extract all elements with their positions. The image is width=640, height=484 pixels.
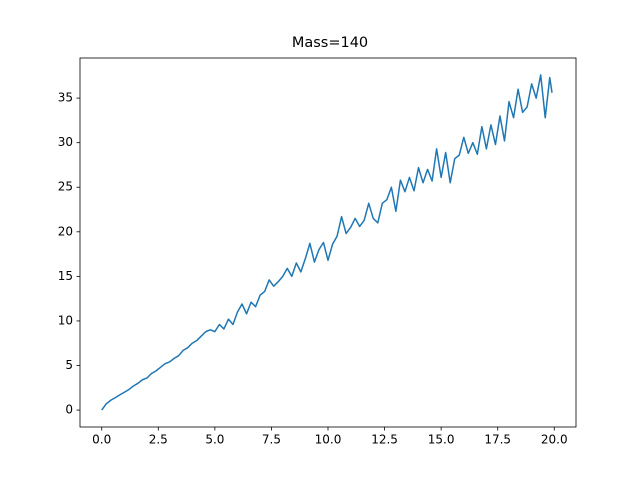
x-tick-label: 15.0: [428, 433, 455, 447]
y-tick-label: 0: [65, 403, 73, 417]
x-tick-label: 0.0: [92, 433, 111, 447]
y-tick-label: 5: [65, 358, 73, 372]
x-tick-label: 7.5: [262, 433, 281, 447]
y-tick-label: 30: [58, 135, 73, 149]
x-tick-label: 20.0: [541, 433, 568, 447]
y-tick-label: 35: [58, 91, 73, 105]
x-tick-label: 10.0: [315, 433, 342, 447]
y-tick-label: 15: [58, 269, 73, 283]
y-tick-label: 20: [58, 224, 73, 238]
x-tick-label: 5.0: [205, 433, 224, 447]
y-tick-label: 25: [58, 180, 73, 194]
x-tick-label: 12.5: [371, 433, 398, 447]
data-line: [101, 74, 553, 411]
y-tick-label: 10: [58, 313, 73, 327]
x-tick-label: 2.5: [149, 433, 168, 447]
chart-title: Mass=140: [292, 35, 368, 51]
x-tick-label: 17.5: [484, 433, 511, 447]
